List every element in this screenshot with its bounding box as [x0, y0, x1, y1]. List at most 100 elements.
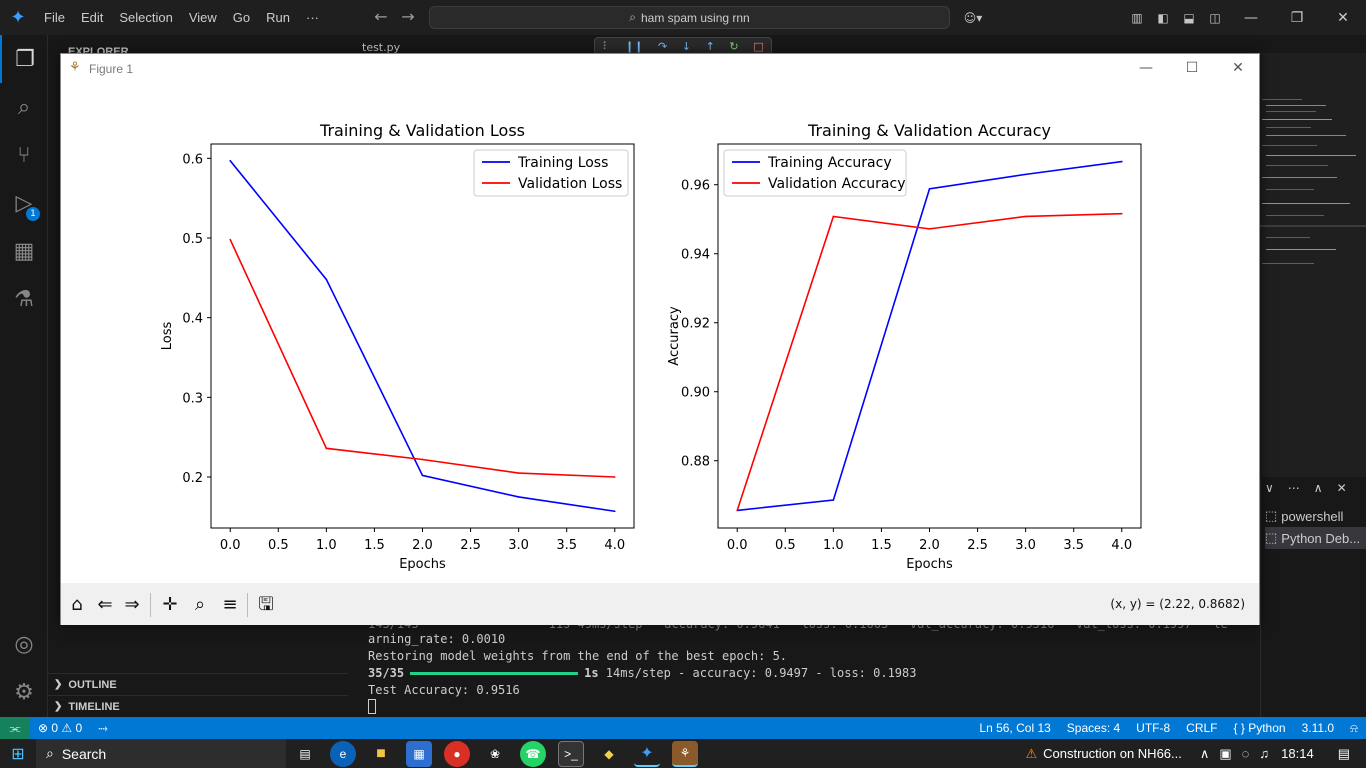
search-icon: ⌕	[46, 745, 54, 761]
indentation[interactable]: Spaces: 4	[1066, 721, 1121, 735]
terminal-item-powershell[interactable]: ⬚ powershell	[1265, 505, 1366, 527]
maximize-panel-icon[interactable]: ∧	[1313, 481, 1323, 495]
menu-view[interactable]: View	[188, 10, 217, 25]
customize-layout-icon[interactable]: ▥	[1131, 10, 1143, 25]
outline-label: OUTLINE	[68, 678, 117, 691]
plot-area[interactable]: Training & Validation Loss 0.0 0.5 1.0 1.5 2.…	[61, 83, 1259, 583]
menu-selection[interactable]: Selection	[119, 10, 173, 25]
legend-box	[473, 149, 629, 197]
copilot-icon[interactable]: ☺▾	[963, 10, 983, 25]
accounts-icon[interactable]: ◎	[14, 631, 34, 657]
figure-minimize-icon[interactable]: —	[1139, 60, 1153, 76]
chrome-icon[interactable]: ●	[444, 740, 470, 767]
store-icon[interactable]: ▦	[406, 740, 432, 767]
back-icon[interactable]: ⇐	[97, 594, 113, 615]
tray-network-icon[interactable]: ◌	[1241, 746, 1250, 761]
plots-canvas[interactable]: Training & Validation Loss 0.0 0.5 1.0 1.5 2.…	[61, 83, 1259, 583]
figure-close-icon[interactable]: ✕	[1232, 60, 1244, 76]
python-version[interactable]: 3.11.0	[1301, 721, 1335, 735]
terminal-panel[interactable]: 143/143 11s 49ms/step - accuracy: 0.9641…	[348, 617, 1260, 717]
encoding[interactable]: UTF-8	[1136, 721, 1171, 735]
tray-apps-icon[interactable]: ▣	[1219, 745, 1232, 761]
python-figure-taskbar-icon[interactable]: ⚘	[672, 740, 698, 767]
menu-file[interactable]: File	[44, 10, 65, 25]
more-actions-icon[interactable]: ⋯	[1287, 481, 1300, 495]
search-icon[interactable]: ⌕	[17, 94, 31, 120]
forward-arrow-icon[interactable]: →	[401, 7, 415, 26]
minimap[interactable]	[1260, 53, 1366, 473]
pause-icon[interactable]: ❙❙	[624, 39, 644, 53]
editor-tab[interactable]: test.py	[362, 41, 401, 54]
close-panel-icon[interactable]: ✕	[1336, 481, 1347, 495]
end-of-line[interactable]: CRLF	[1186, 721, 1218, 735]
minimize-icon[interactable]: —	[1244, 9, 1258, 26]
data-point	[1024, 215, 1027, 218]
restart-icon[interactable]: ↻	[729, 39, 739, 53]
menu-edit[interactable]: Edit	[80, 10, 104, 25]
toggle-sidebar-icon[interactable]: ◧	[1157, 10, 1169, 25]
configure-subplots-icon[interactable]: ≡	[222, 594, 238, 615]
restore-icon[interactable]: ❐	[1290, 9, 1304, 26]
window-controls: — ❐ ✕	[1228, 0, 1366, 35]
figure-maximize-icon[interactable]: ☐	[1185, 60, 1199, 76]
terminal-cursor[interactable]	[368, 699, 376, 714]
whatsapp-icon[interactable]: ☎	[520, 740, 546, 767]
taskbar-search[interactable]: ⌕ Search	[36, 739, 286, 768]
save-icon[interactable]: 🖫	[258, 594, 274, 615]
y-tick-label: 0.6	[182, 152, 203, 167]
stop-icon[interactable]: □	[753, 39, 764, 53]
extensions-icon[interactable]: ▦	[13, 238, 35, 264]
language-mode[interactable]: { } Python	[1233, 721, 1286, 735]
notification-text[interactable]: Construction on NH66...	[1043, 746, 1182, 761]
close-icon[interactable]: ✕	[1337, 9, 1349, 26]
step-over-icon[interactable]: ↷	[657, 39, 668, 53]
construction-alert-icon[interactable]: ⚠	[1025, 745, 1038, 761]
testing-icon[interactable]: ⚗	[14, 286, 34, 312]
edge-icon[interactable]: e	[330, 740, 356, 767]
vscode-taskbar-icon[interactable]: ✦	[634, 741, 660, 767]
windows-start-icon[interactable]: ⊞	[11, 745, 25, 763]
volume-icon[interactable]: ♫	[1259, 746, 1270, 761]
notifications-bell-icon[interactable]: ⍾	[1350, 720, 1358, 735]
explorer-icon[interactable]: ❐	[0, 35, 48, 83]
command-center-search[interactable]: ⌕ ham spam using rnn	[429, 6, 950, 29]
menu-more[interactable]: ···	[306, 10, 319, 25]
terminal-item-label: powershell	[1281, 508, 1344, 524]
drag-handle-icon[interactable]: ⠇	[602, 39, 611, 53]
chatgpt-icon[interactable]: ❀	[489, 746, 501, 761]
notification-center-icon[interactable]: ▤	[1337, 745, 1350, 761]
run-debug-icon[interactable]: ▷ 1	[0, 179, 48, 227]
chevron-down-icon[interactable]: ∨	[1265, 481, 1274, 495]
step-into-icon[interactable]: ↓	[681, 39, 692, 53]
toggle-secondary-sidebar-icon[interactable]: ◫	[1209, 10, 1221, 25]
outline-section[interactable]: ❯ OUTLINE	[48, 673, 348, 695]
back-arrow-icon[interactable]: ←	[374, 7, 388, 26]
remote-indicator-icon[interactable]: ⫘	[0, 717, 30, 739]
step-out-icon[interactable]: ↑	[705, 39, 715, 53]
forward-icon[interactable]: ⇒	[124, 594, 140, 615]
menu-run[interactable]: Run	[266, 10, 290, 25]
source-control-icon[interactable]: ⑂	[17, 142, 31, 168]
cursor-coordinates: (x, y) = (2.22, 0.8682)	[1110, 597, 1245, 611]
notes-app-icon[interactable]: ◆	[604, 746, 614, 761]
editor-tab-strip: test.py	[348, 35, 1366, 54]
cursor-position[interactable]: Ln 56, Col 13	[979, 721, 1051, 735]
menu-go[interactable]: Go	[232, 10, 251, 25]
toggle-panel-icon[interactable]: ⬓	[1183, 10, 1195, 25]
ports-icon[interactable]: ⤑	[98, 720, 108, 735]
pan-icon[interactable]: ✛	[162, 594, 178, 615]
file-explorer-icon[interactable]: ■	[376, 744, 386, 762]
home-icon[interactable]: ⌂	[71, 594, 83, 615]
manage-gear-icon[interactable]: ⚙	[14, 679, 34, 705]
terminal-icon: ⬚	[1265, 508, 1278, 523]
terminal-item-python-debug[interactable]: ⬚ Python Deb...	[1265, 527, 1366, 549]
task-view-icon[interactable]: ▤	[299, 746, 311, 761]
x-axis-label: Epochs	[906, 557, 953, 572]
legend-label: Validation Accuracy	[768, 176, 906, 192]
clock-time[interactable]: 18:14	[1281, 746, 1314, 761]
zoom-icon[interactable]: ⌕	[194, 594, 206, 615]
show-hidden-icons-icon[interactable]: ∧	[1199, 745, 1210, 761]
timeline-section[interactable]: ❯ TIMELINE	[48, 695, 348, 717]
terminal-app-icon[interactable]: >_	[558, 740, 584, 767]
problems-status[interactable]: ⊗ 0 ⚠ 0	[38, 721, 83, 735]
